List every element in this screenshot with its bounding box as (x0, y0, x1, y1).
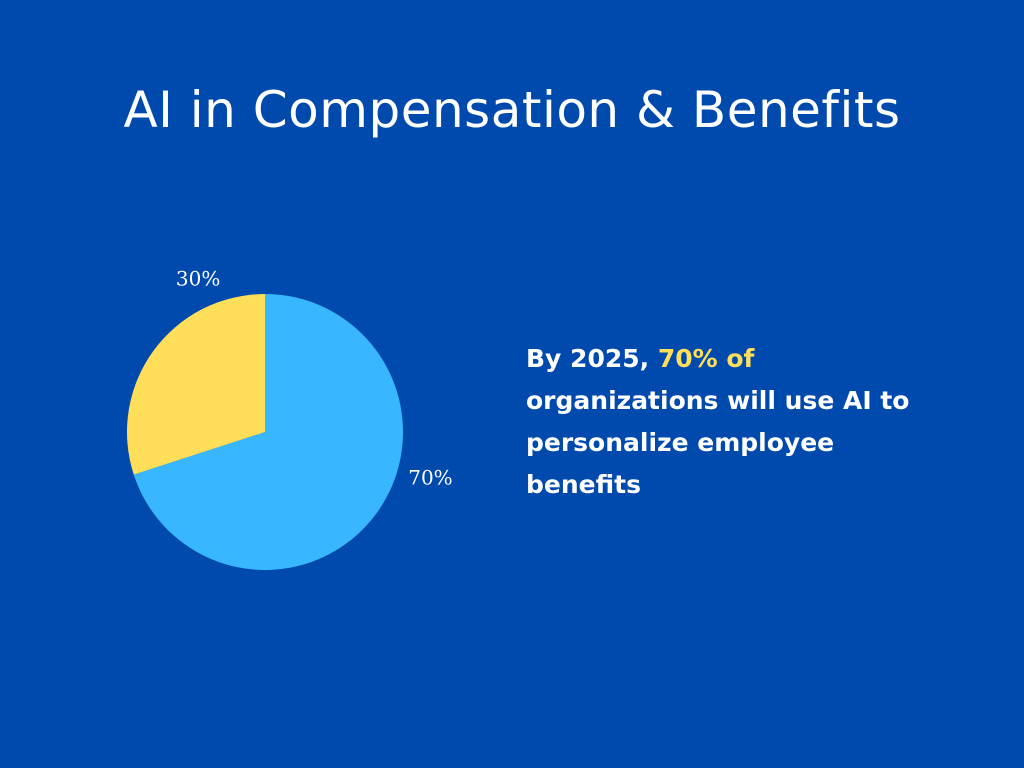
stat-highlight: 70% of (657, 344, 755, 373)
page-title: AI in Compensation & Benefits (123, 81, 901, 139)
pie-label-30: 30% (176, 267, 220, 291)
pie-label-70: 70% (408, 465, 452, 489)
pie-slice-70 (133, 294, 403, 570)
pie-chart-svg: 70% 30% (126, 267, 453, 570)
pie-slice-30 (126, 294, 265, 475)
stat-prefix: By 2025, (526, 344, 658, 373)
pie-chart: 70% 30% (60, 267, 460, 590)
stat-suffix: organizations will use AI to personalize… (526, 386, 910, 499)
stat-text: By 2025, 70% of organizations will use A… (526, 338, 946, 506)
